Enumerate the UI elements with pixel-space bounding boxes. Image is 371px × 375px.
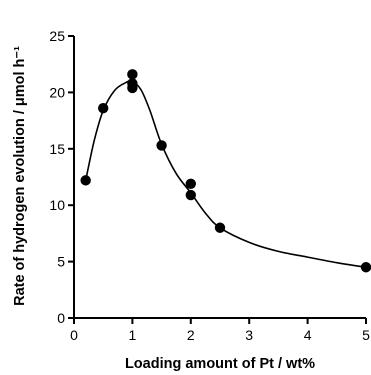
data-point (156, 140, 167, 151)
y-tick-label: 10 (49, 197, 65, 213)
y-tick-label: 5 (57, 254, 65, 270)
data-point (185, 178, 196, 189)
x-tick-label: 4 (304, 327, 312, 343)
x-axis-title: Loading amount of Pt / wt% (125, 356, 315, 372)
data-points (80, 69, 371, 273)
y-tick-label: 25 (49, 28, 65, 44)
data-point (185, 189, 196, 201)
fit-curve (84, 79, 367, 268)
data-point (98, 102, 109, 114)
x-tick-label: 0 (70, 327, 78, 343)
axes (73, 36, 366, 319)
x-tick-label: 2 (187, 327, 195, 343)
x-ticks: 0 1 2 3 4 5 (70, 318, 370, 343)
y-ticks: 0 5 10 15 20 25 (49, 28, 74, 326)
data-point (127, 82, 138, 94)
y-tick-label: 20 (49, 84, 65, 100)
data-point (360, 262, 371, 273)
x-tick-label: 1 (129, 327, 137, 343)
x-tick-label: 3 (245, 327, 253, 343)
y-tick-label: 15 (49, 141, 65, 157)
y-tick-label: 0 (57, 310, 65, 326)
data-point (127, 69, 138, 80)
x-tick-label: 5 (362, 327, 370, 343)
y-axis-title: Rate of hydrogen evolution / μmol h⁻¹ (12, 46, 28, 306)
data-point (80, 175, 91, 186)
data-point (214, 222, 226, 233)
